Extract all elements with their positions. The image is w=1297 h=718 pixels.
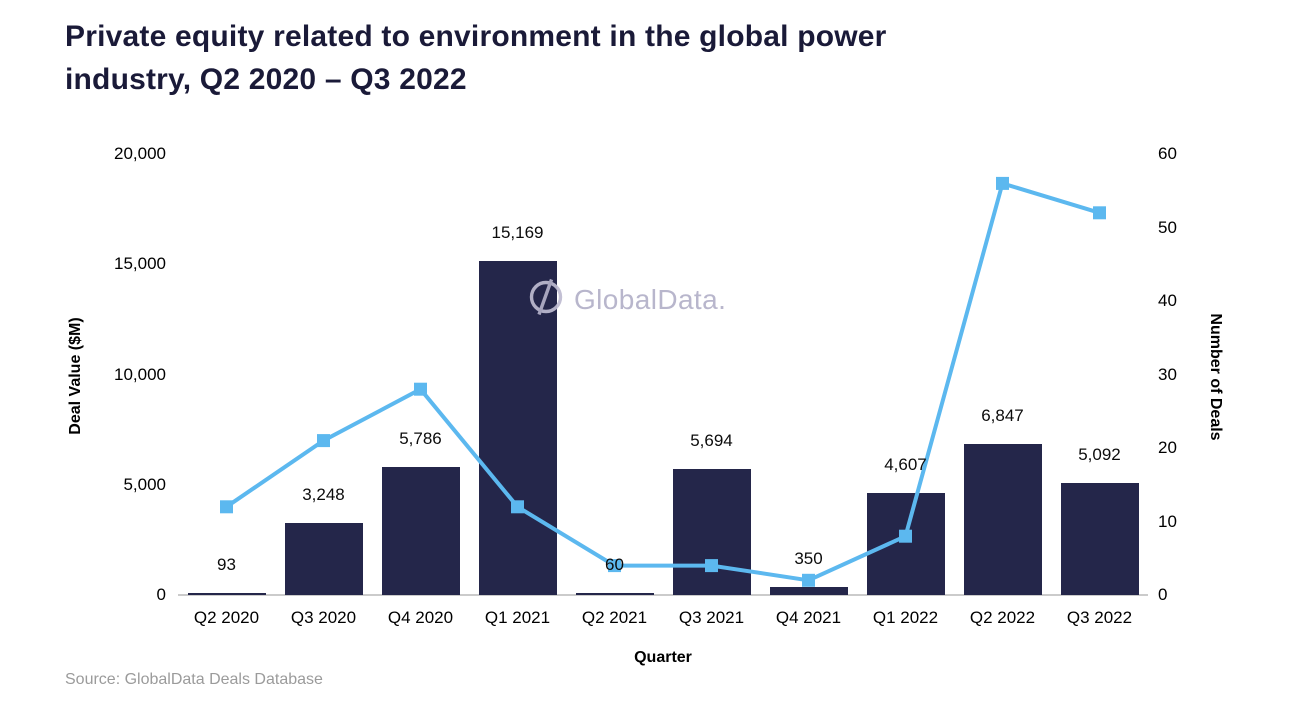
bar	[187, 592, 266, 595]
bar-value-label: 93	[217, 554, 236, 574]
bar-value-label: 3,248	[302, 485, 345, 505]
x-tick-label: Q3 2021	[678, 608, 745, 627]
right-tick-label: 10	[1158, 511, 1177, 531]
line-marker	[220, 500, 233, 514]
bar-value-label: 5,092	[1078, 444, 1121, 464]
right-tick-label: 60	[1158, 144, 1177, 163]
bar-value-label: 5,786	[399, 429, 442, 449]
line-marker	[1093, 206, 1106, 220]
x-tick-label: Q4 2020	[387, 608, 454, 627]
x-tick-label: Q3 2022	[1066, 608, 1133, 627]
bar	[381, 467, 460, 595]
bar	[284, 523, 363, 595]
x-tick-label: Q2 2021	[581, 608, 648, 627]
line-marker	[414, 382, 427, 396]
x-tick-label: Q3 2020	[290, 608, 357, 627]
left-tick-label: 5,000	[123, 474, 166, 494]
right-tick-label: 30	[1158, 364, 1177, 384]
bar	[672, 469, 751, 595]
line-marker	[802, 573, 815, 587]
bar	[866, 493, 945, 595]
x-tick-label: Q1 2021	[484, 608, 551, 627]
bar-value-label: 5,694	[690, 431, 733, 451]
bar	[769, 587, 848, 595]
x-tick-label: Q4 2021	[775, 608, 842, 627]
right-tick-label: 40	[1158, 291, 1177, 310]
left-tick-label: 0	[156, 585, 166, 604]
line-marker	[317, 434, 330, 448]
bar-value-label: 15,169	[491, 222, 544, 242]
x-tick-label: Q2 2020	[193, 608, 260, 627]
chart-title-line2: industry, Q2 2020 – Q3 2022	[65, 63, 467, 96]
globaldata-logo-icon	[527, 278, 565, 321]
x-axis-title: Quarter	[634, 649, 692, 666]
x-tick-label: Q1 2022	[872, 608, 939, 627]
chart-title-line1: Private equity related to environment in…	[65, 20, 887, 53]
bar-value-label: 6,847	[981, 406, 1024, 425]
left-tick-label: 20,000	[114, 144, 166, 163]
chart-title: Private equity related to environment in…	[65, 15, 1145, 101]
x-tick-label: Q2 2022	[969, 608, 1036, 627]
right-tick-label: 50	[1158, 217, 1177, 237]
right-tick-label: 20	[1158, 438, 1177, 457]
left-tick-label: 15,000	[114, 254, 166, 274]
right-tick-label: 0	[1158, 585, 1168, 604]
left-tick-label: 10,000	[114, 364, 166, 384]
x-axis-baseline	[178, 594, 1148, 596]
bar	[575, 593, 654, 595]
line-marker	[996, 176, 1009, 190]
watermark-text: GlobalData.	[574, 283, 727, 315]
bar	[1060, 482, 1139, 595]
bar-value-label: 350	[794, 549, 823, 569]
watermark: GlobalData.	[527, 278, 726, 321]
source-note: Source: GlobalData Deals Database	[65, 671, 323, 688]
bar-value-label: 4,607	[884, 455, 927, 475]
bar-value-label: 60	[605, 555, 624, 574]
bar	[963, 444, 1042, 595]
